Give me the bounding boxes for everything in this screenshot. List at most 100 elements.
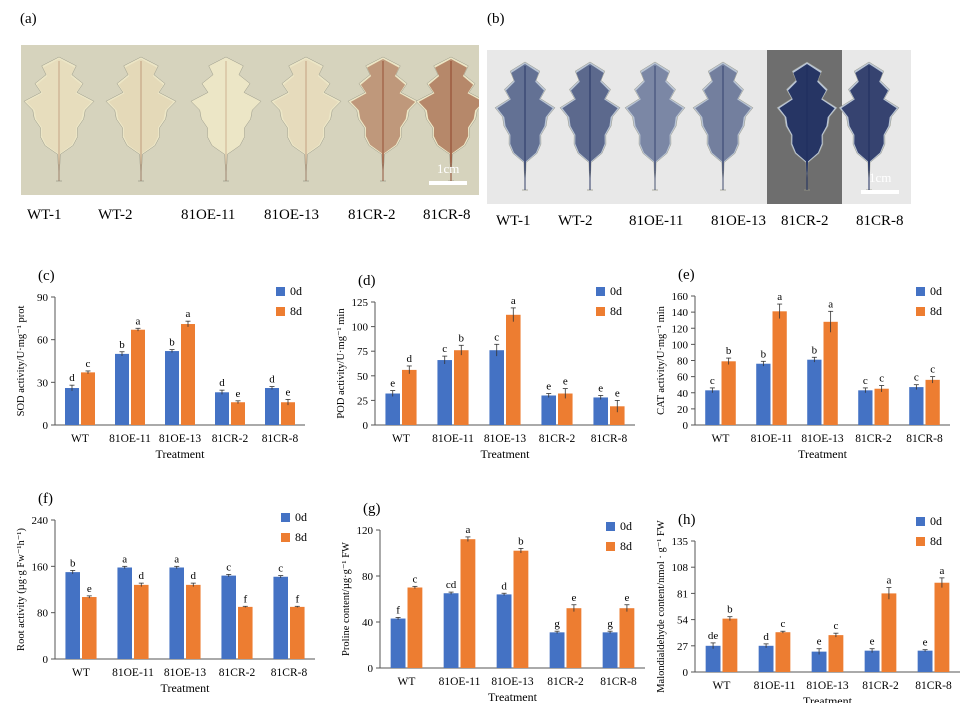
bar-8d xyxy=(186,584,201,659)
y-tick-label: 80 xyxy=(677,356,689,368)
y-tick-label: 0 xyxy=(368,663,374,675)
y-tick-label: 54 xyxy=(677,615,689,627)
significance-letter: e xyxy=(615,387,620,399)
bar-0d xyxy=(65,388,79,425)
y-tick-label: 135 xyxy=(672,536,689,548)
bar-8d xyxy=(881,593,897,672)
significance-letter: c xyxy=(879,372,884,384)
bar-0d xyxy=(602,632,618,668)
panel-letter: (f) xyxy=(38,491,53,507)
significance-letter: b xyxy=(726,345,732,357)
legend-swatch-0d xyxy=(596,287,605,296)
legend-label-0d: 0d xyxy=(930,514,942,528)
bar-0d xyxy=(385,393,400,425)
leaf-label-a-81cr-8: 81CR-8 xyxy=(423,207,471,223)
significance-letter: e xyxy=(87,583,92,595)
leaf-blade xyxy=(190,56,262,182)
leaf-81cr-2 xyxy=(347,56,419,182)
significance-letter: a xyxy=(465,524,470,536)
panel-letter: (h) xyxy=(678,512,696,528)
scale-bar-label: 1cm xyxy=(869,170,891,185)
significance-letter: e xyxy=(390,378,395,390)
bar-8d xyxy=(558,393,573,425)
bar-0d xyxy=(390,618,406,668)
bar-0d xyxy=(221,575,236,659)
significance-letter: e xyxy=(236,388,241,400)
bar-0d xyxy=(807,359,822,425)
y-tick-label: 60 xyxy=(677,372,689,384)
significance-letter: d xyxy=(269,374,275,386)
legend-label-0d: 0d xyxy=(295,510,307,524)
significance-letter: c xyxy=(863,375,868,387)
significance-letter: g xyxy=(554,618,560,630)
legend-swatch-0d xyxy=(606,522,615,531)
bar-0d xyxy=(169,567,184,659)
leaf-stain xyxy=(273,59,339,179)
significance-letter: b xyxy=(169,337,175,349)
scale-bar-label: 1cm xyxy=(437,161,459,176)
leaf-label-b-81cr-8: 81CR-8 xyxy=(856,213,904,229)
y-axis-label: POD activity/U·mg⁻¹ min xyxy=(336,308,347,419)
significance-letter: a xyxy=(828,298,833,310)
category-label: 81CR-2 xyxy=(862,680,899,692)
category-label: 81OE-13 xyxy=(164,667,206,679)
bar-8d xyxy=(407,587,423,668)
significance-letter: d xyxy=(191,570,197,582)
bar-8d xyxy=(454,350,469,425)
category-label: 81CR-2 xyxy=(212,433,249,445)
significance-letter: f xyxy=(243,593,247,605)
significance-letter: b xyxy=(761,348,767,360)
leaf-label-b-81cr-2: 81CR-2 xyxy=(781,213,829,229)
y-tick-label: 40 xyxy=(677,388,689,400)
leaf-label-a-wt-1: WT-1 xyxy=(27,207,62,223)
panel-letter-b: (b) xyxy=(487,11,505,27)
significance-letter: e xyxy=(870,636,875,648)
significance-letter: b xyxy=(119,339,125,351)
leaf-blade xyxy=(23,56,95,182)
leaf-81oe-11 xyxy=(624,61,686,191)
bar-8d xyxy=(828,635,844,672)
x-axis-label: Treatment xyxy=(156,447,206,461)
category-label: 81OE-11 xyxy=(109,433,151,445)
y-tick-label: 50 xyxy=(357,371,369,383)
category-label: 81OE-11 xyxy=(432,433,474,445)
category-label: 81CR-8 xyxy=(600,676,637,688)
leaf-label-a-wt-2: WT-2 xyxy=(98,207,133,223)
legend-swatch-8d xyxy=(916,307,925,316)
bar-0d xyxy=(489,350,504,425)
leaf-wt-1 xyxy=(23,56,95,182)
leaf-label-b-wt-1: WT-1 xyxy=(496,213,531,229)
bar-8d xyxy=(722,618,738,672)
nbt-stained-leaves-photo: 1cm xyxy=(487,50,911,204)
category-label: 81CR-8 xyxy=(271,667,308,679)
bar-0d xyxy=(758,645,774,672)
bar-0d xyxy=(811,651,827,672)
bar-8d xyxy=(874,388,889,425)
bar-0d xyxy=(549,632,565,668)
y-tick-label: 120 xyxy=(672,323,689,335)
leaf-stain xyxy=(418,59,479,179)
legend-swatch-8d xyxy=(916,537,925,546)
bar-8d xyxy=(823,321,838,425)
y-tick-label: 120 xyxy=(357,525,374,537)
significance-letter: f xyxy=(396,604,400,616)
legend-label-8d: 8d xyxy=(290,304,302,318)
significance-letter: c xyxy=(914,372,919,384)
significance-letter: c xyxy=(86,358,91,370)
bar-8d xyxy=(925,379,940,425)
x-axis-label: Treatment xyxy=(481,447,531,461)
legend-label-8d: 8d xyxy=(930,534,942,548)
y-tick-label: 20 xyxy=(677,404,689,416)
chart-proline-content: (g) 0 40 80 120 Proline content/µg·g⁻¹ FW Trea… xyxy=(341,501,645,703)
significance-letter: a xyxy=(186,308,191,320)
significance-letter: d xyxy=(763,631,769,643)
bar-0d xyxy=(917,650,933,672)
significance-letter: b xyxy=(727,604,733,616)
chart-pod-activity: (d) 0 25 50 75 100 125 POD activity/U·mg⁻¹ min T… xyxy=(336,273,635,461)
x-axis-label: Treatment xyxy=(803,694,853,703)
bar-8d xyxy=(934,582,950,672)
photo-background xyxy=(487,50,911,204)
category-label: 81OE-13 xyxy=(806,680,848,692)
legend-label-8d: 8d xyxy=(610,304,622,318)
significance-letter: b xyxy=(812,344,818,356)
